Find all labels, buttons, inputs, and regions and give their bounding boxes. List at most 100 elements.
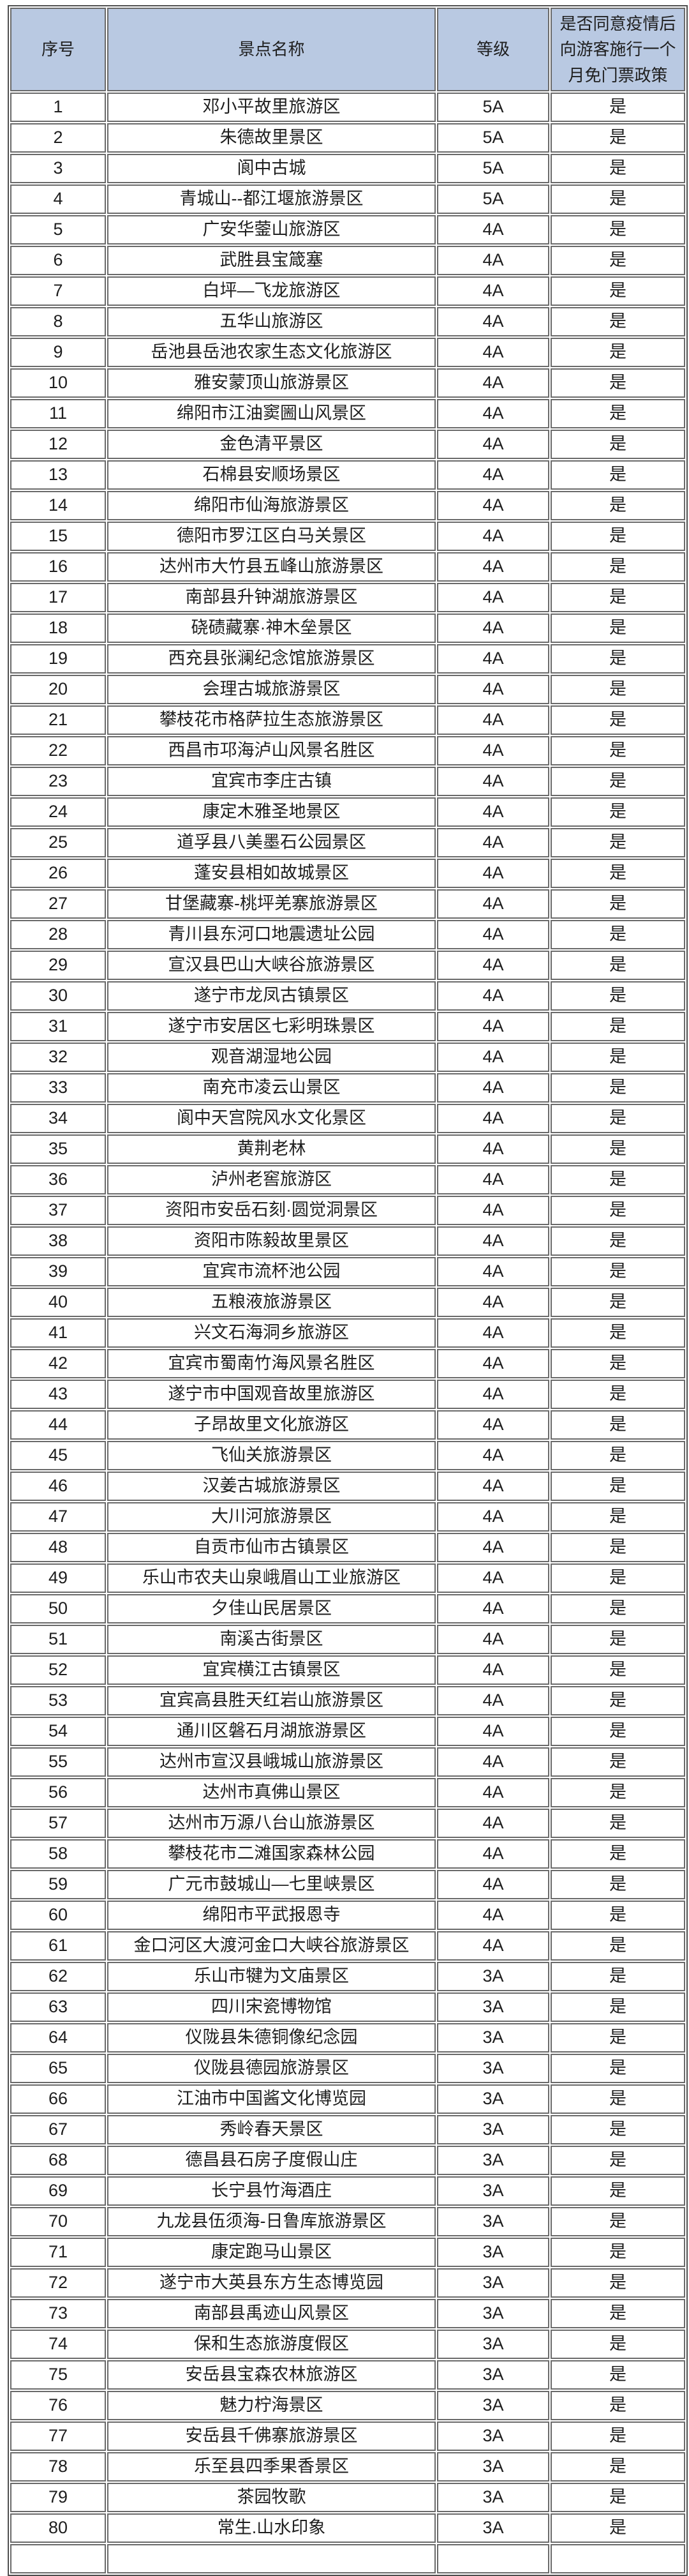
agree-policy-value: 是 (551, 1441, 685, 1470)
table-row: 45 飞仙关旅游景区 4A 是 (10, 1441, 685, 1470)
attraction-grade: 4A (437, 246, 549, 275)
attraction-grade: 4A (437, 767, 549, 796)
agree-policy-value: 是 (551, 1778, 685, 1807)
table-row: 3 阆中古城 5A 是 (10, 154, 685, 183)
agree-policy-value: 是 (551, 1594, 685, 1623)
row-serial: 72 (10, 2268, 106, 2298)
attraction-name: 雅安蒙顶山旅游景区 (107, 368, 436, 398)
attraction-grade: 4A (437, 1196, 549, 1225)
agree-policy-value: 是 (551, 2176, 685, 2206)
table-row: 33 南充市凌云山景区 4A 是 (10, 1073, 685, 1103)
table-row: 74 保和生态旅游度假区 3A 是 (10, 2330, 685, 2359)
agree-policy-value: 是 (551, 1012, 685, 1041)
attraction-name: 甘堡藏寨-桃坪羌寨旅游景区 (107, 889, 436, 919)
attraction-grade: 4A (437, 1226, 549, 1256)
agree-policy-value: 是 (551, 2299, 685, 2328)
agree-policy-value: 是 (551, 1043, 685, 1072)
attraction-name: 茶园牧歌 (107, 2483, 436, 2512)
attraction-grade: 3A (437, 2268, 549, 2298)
row-serial: 6 (10, 246, 106, 275)
agree-policy-value: 是 (551, 981, 685, 1011)
attraction-grade: 4A (437, 828, 549, 857)
agree-policy-value: 是 (551, 859, 685, 888)
table-row: 35 黄荆老林 4A 是 (10, 1134, 685, 1164)
row-serial: 77 (10, 2422, 106, 2451)
attraction-grade: 4A (437, 951, 549, 980)
attraction-name: 保和生态旅游度假区 (107, 2330, 436, 2359)
agree-policy-value: 是 (551, 1686, 685, 1715)
attraction-name: 攀枝花市格萨拉生态旅游景区 (107, 705, 436, 735)
table-row: 52 宜宾横江古镇景区 4A 是 (10, 1655, 685, 1685)
row-serial: 32 (10, 1043, 106, 1072)
table-row: 25 道孚县八美墨石公园景区 4A 是 (10, 828, 685, 857)
table-row: 62 乐山市犍为文庙景区 3A 是 (10, 1962, 685, 1991)
attraction-grade: 4A (437, 1931, 549, 1961)
table-row: 34 阆中天宫院风水文化景区 4A 是 (10, 1104, 685, 1133)
col-header-serial: 序号 (10, 8, 106, 91)
attraction-grade: 3A (437, 1962, 549, 1991)
attraction-name: 绵阳市仙海旅游景区 (107, 491, 436, 520)
row-serial: 62 (10, 1962, 106, 1991)
attraction-grade: 4A (437, 307, 549, 336)
table-row: 2 朱德故里景区 5A 是 (10, 123, 685, 153)
agree-policy-value: 是 (551, 1870, 685, 1899)
agree-policy-value: 是 (551, 675, 685, 704)
attraction-grade: 3A (437, 2513, 549, 2543)
row-serial: 51 (10, 1625, 106, 1654)
agree-policy-value: 是 (551, 1472, 685, 1501)
agree-policy-value: 是 (551, 1349, 685, 1378)
attraction-name: 广安华蓥山旅游区 (107, 215, 436, 245)
agree-policy-value: 是 (551, 460, 685, 490)
row-serial: 75 (10, 2360, 106, 2390)
agree-policy-value: 是 (551, 1288, 685, 1317)
attraction-name: 仪陇县朱德铜像纪念园 (107, 2023, 436, 2053)
attraction-grade: 4A (437, 1655, 549, 1685)
attraction-name: 大川河旅游景区 (107, 1502, 436, 1532)
attraction-grade: 4A (437, 1809, 549, 1838)
attraction-name (107, 2544, 436, 2573)
row-serial: 58 (10, 1839, 106, 1869)
attraction-grade: 3A (437, 2422, 549, 2451)
attraction-name: 遂宁市安居区七彩明珠景区 (107, 1012, 436, 1041)
agree-policy-value: 是 (551, 154, 685, 183)
row-serial: 3 (10, 154, 106, 183)
attraction-grade: 4A (437, 1349, 549, 1378)
table-row: 42 宜宾市蜀南竹海风景名胜区 4A 是 (10, 1349, 685, 1378)
attraction-name: 蓬安县相如故城景区 (107, 859, 436, 888)
agree-policy-value: 是 (551, 215, 685, 245)
agree-policy-value: 是 (551, 246, 685, 275)
table-row: 23 宜宾市李庄古镇 4A 是 (10, 767, 685, 796)
table-row: 67 秀岭春天景区 3A 是 (10, 2115, 685, 2144)
agree-policy-value: 是 (551, 368, 685, 398)
row-serial: 68 (10, 2146, 106, 2175)
attraction-grade: 4A (437, 1043, 549, 1072)
agree-policy-value: 是 (551, 2391, 685, 2420)
table-row: 71 康定跑马山景区 3A 是 (10, 2238, 685, 2267)
attraction-name: 绵阳市平武报恩寺 (107, 1901, 436, 1930)
attraction-name: 江油市中国酱文化博览园 (107, 2084, 436, 2114)
attraction-name: 阆中古城 (107, 154, 436, 183)
table-row: 40 五粮液旅游景区 4A 是 (10, 1288, 685, 1317)
table-row: 48 自贡市仙市古镇景区 4A 是 (10, 1533, 685, 1562)
table-row: 24 康定木雅圣地景区 4A 是 (10, 797, 685, 827)
table-row: 32 观音湖湿地公园 4A 是 (10, 1043, 685, 1072)
attraction-grade: 4A (437, 1012, 549, 1041)
table-row: 79 茶园牧歌 3A 是 (10, 2483, 685, 2512)
agree-policy-value: 是 (551, 1165, 685, 1194)
agree-policy-value: 是 (551, 276, 685, 306)
table-row: 13 石棉县安顺场景区 4A 是 (10, 460, 685, 490)
table-row: 80 常生.山水印象 3A 是 (10, 2513, 685, 2543)
attraction-name: 长宁县竹海酒庄 (107, 2176, 436, 2206)
attraction-name: 金口河区大渡河金口大峡谷旅游景区 (107, 1931, 436, 1961)
row-serial: 54 (10, 1717, 106, 1746)
attraction-name: 宜宾高县胜天红岩山旅游景区 (107, 1686, 436, 1715)
table-row: 59 广元市鼓城山—七里峡景区 4A 是 (10, 1870, 685, 1899)
attraction-name: 康定跑马山景区 (107, 2238, 436, 2267)
table-row: 9 岳池县岳池农家生态文化旅游区 4A 是 (10, 338, 685, 367)
row-serial: 29 (10, 951, 106, 980)
attraction-name: 德阳市罗江区白马关景区 (107, 522, 436, 551)
agree-policy-value: 是 (551, 614, 685, 643)
agree-policy-value: 是 (551, 2023, 685, 2053)
table-row: 39 宜宾市流杯池公园 4A 是 (10, 1257, 685, 1286)
agree-policy-value: 是 (551, 552, 685, 582)
